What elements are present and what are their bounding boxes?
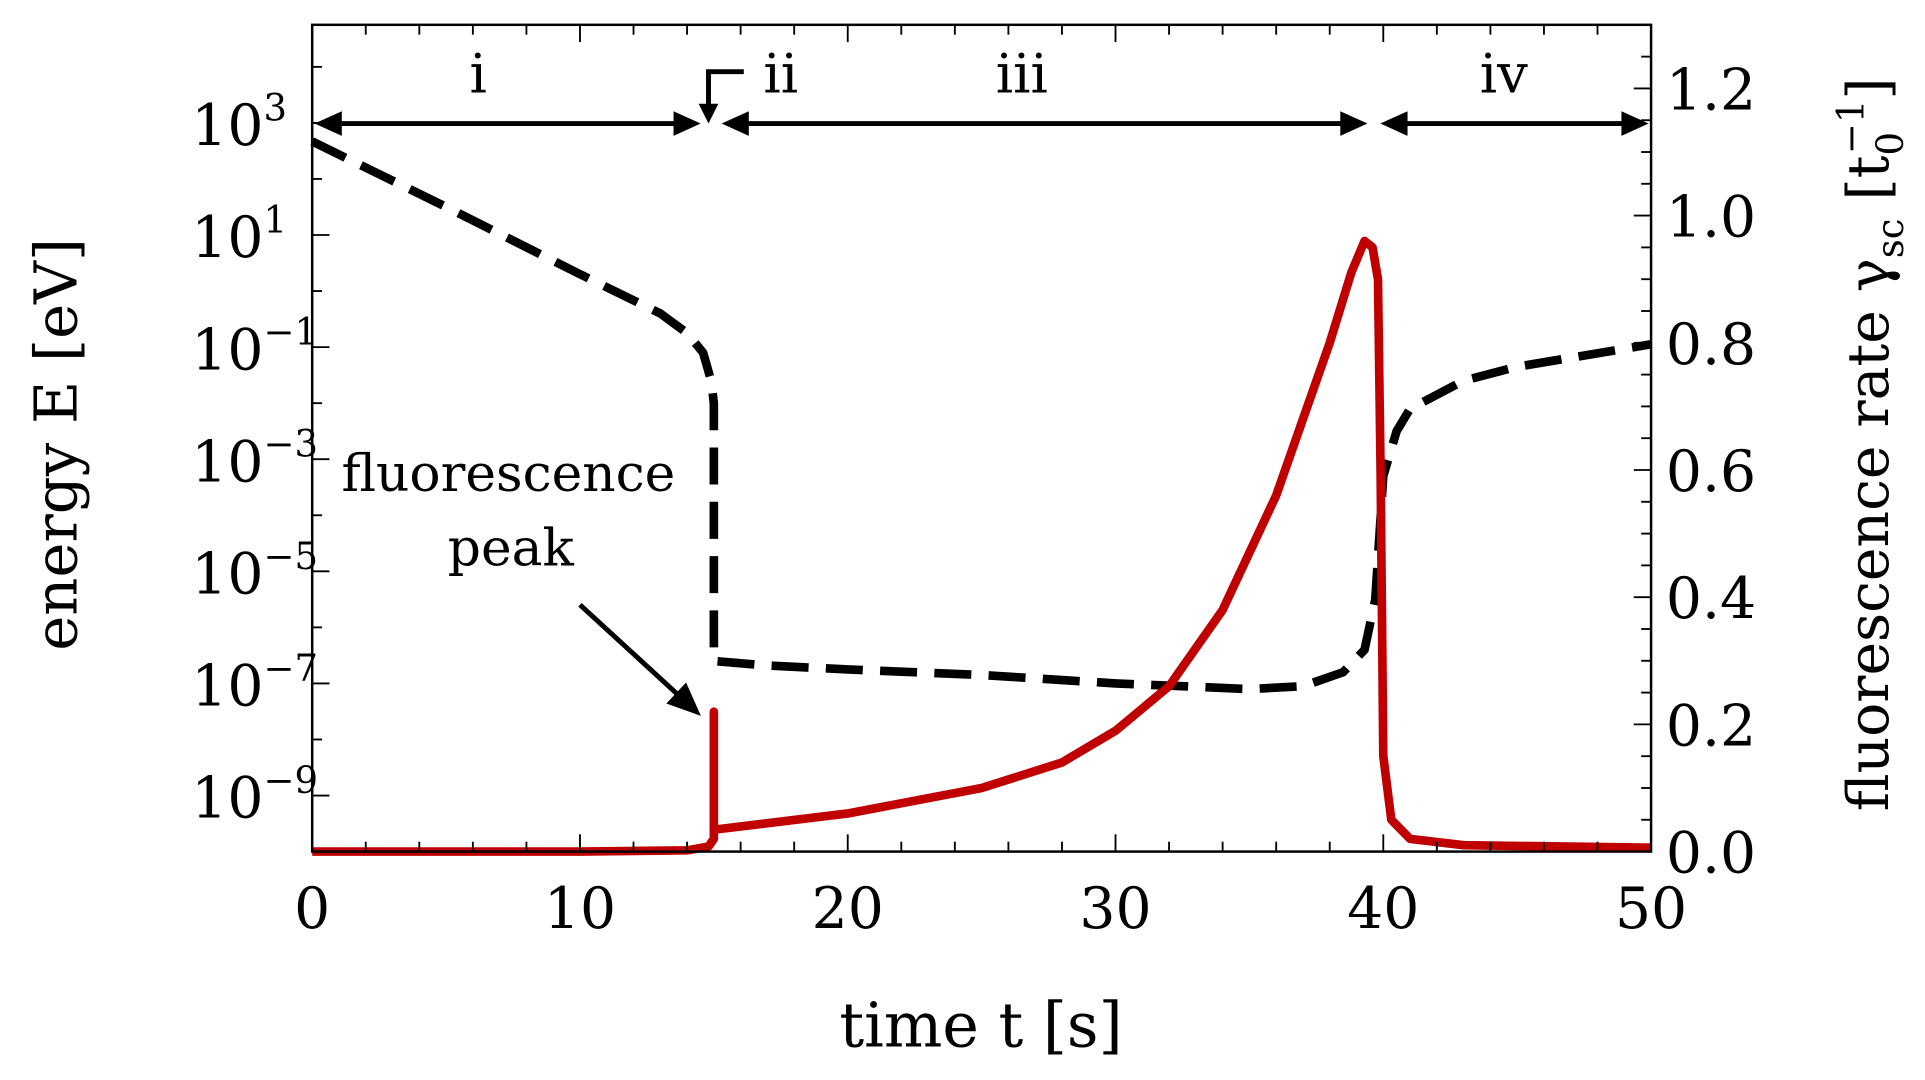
y2-tick-label: 1.2 xyxy=(1666,57,1756,123)
y-tick-label: 10−1 xyxy=(191,311,318,384)
region-markers: i ii iii iv xyxy=(314,43,1649,136)
fluorescence-peak-annotation: fluorescence peak xyxy=(341,444,701,716)
annotation-arrowhead-icon xyxy=(666,682,701,716)
y-tick-label: 103 xyxy=(191,86,287,159)
arrowhead-left-icon xyxy=(314,111,342,136)
x-tick-labels: 0 10 20 30 40 50 xyxy=(294,876,1687,942)
arrowhead-icon xyxy=(698,103,719,124)
x-tick-label: 50 xyxy=(1615,876,1687,942)
arrowhead-right-icon xyxy=(1621,111,1649,136)
y-tick-labels: 103 101 10−1 10−3 10−5 10−7 10−9 xyxy=(191,86,318,831)
x-tick-label: 10 xyxy=(544,876,616,942)
y2-axis-label: fluorescence rate γsc [t0−1] xyxy=(1829,77,1911,811)
x-tick-label: 0 xyxy=(294,876,330,942)
x-tick-label: 20 xyxy=(812,876,884,942)
chart-marks xyxy=(310,137,1652,856)
arrowhead-right-icon xyxy=(1340,111,1368,136)
y-tick-label: 101 xyxy=(191,199,287,272)
x-axis-label: time t [s] xyxy=(839,990,1122,1062)
y2-tick-label: 0.8 xyxy=(1666,312,1756,378)
y-axis-label: energy E [eV] xyxy=(22,238,91,651)
arrowhead-left-icon xyxy=(721,111,749,136)
arrowhead-right-icon xyxy=(673,111,701,136)
annotation-line1: fluorescence xyxy=(341,444,675,504)
region-label-ii: ii xyxy=(763,43,798,106)
y-tick-label: 10−7 xyxy=(191,647,318,720)
y-tick-label: 10−3 xyxy=(191,423,318,496)
x-tick-label: 30 xyxy=(1079,876,1151,942)
y-tick-label: 10−9 xyxy=(191,759,318,832)
annotation-arrow xyxy=(578,602,687,703)
region-label-iv: iv xyxy=(1480,43,1528,106)
y2-tick-label: 0.2 xyxy=(1666,693,1756,759)
region-label-iii: iii xyxy=(996,43,1048,106)
fluorescence-series-line xyxy=(312,236,1652,856)
y2-tick-label: 0.0 xyxy=(1666,821,1756,887)
y2-tick-label: 0.4 xyxy=(1666,566,1756,632)
y2-tick-label: 1.0 xyxy=(1666,185,1756,251)
axis-ticks xyxy=(311,23,1652,853)
region-pointer-ii xyxy=(706,69,744,109)
y-tick-label: 10−5 xyxy=(191,535,318,608)
region-label-i: i xyxy=(470,43,487,106)
x-tick-label: 40 xyxy=(1347,876,1419,942)
y2-tick-labels: 0.0 0.2 0.4 0.6 0.8 1.0 1.2 xyxy=(1666,57,1756,886)
y2-tick-label: 0.6 xyxy=(1666,439,1756,505)
arrowhead-left-icon xyxy=(1380,111,1408,136)
annotation-line2: peak xyxy=(448,518,575,578)
plot-frame xyxy=(310,23,1653,853)
energy-series-line xyxy=(310,137,1652,694)
